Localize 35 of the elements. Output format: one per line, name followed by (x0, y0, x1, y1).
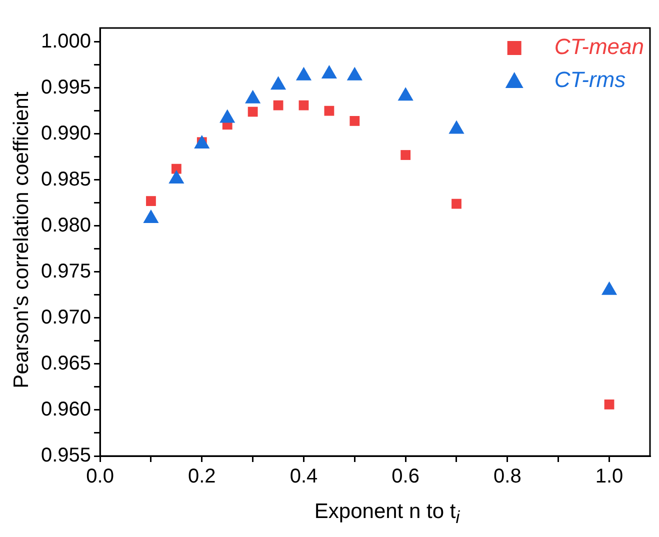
point (270, 76, 286, 90)
point (146, 196, 156, 206)
y-axis-title: Pearson's correlation coefficient (10, 92, 34, 388)
x-tick-label: 0.4 (290, 466, 318, 488)
x-tick-label: 0.6 (392, 466, 420, 488)
y-tick-label: 0.965 (40, 352, 92, 374)
point (296, 66, 312, 80)
x-axis-title: Exponent n to t$_{i}$ (313, 500, 461, 528)
x-tick-label: 0.2 (188, 466, 216, 488)
y-tick-label: 0.960 (40, 398, 92, 420)
legend-label: CT-mean (554, 34, 644, 60)
point (194, 134, 210, 148)
point (220, 109, 236, 123)
x-tick-label: 0.0 (86, 466, 114, 488)
legend-label: CT-rms (554, 67, 626, 92)
point (168, 170, 184, 184)
point (398, 87, 414, 101)
y-tick-label: 1.000 (40, 30, 92, 52)
y-tick-label: 0.970 (40, 306, 92, 328)
y-tick-label: 0.985 (40, 168, 92, 190)
point (245, 90, 261, 104)
point (171, 164, 182, 174)
y-tick-label: 0.980 (40, 214, 92, 236)
y-tick-label: 0.995 (40, 76, 92, 98)
point (604, 400, 614, 410)
y-tick-label: 0.990 (40, 122, 92, 144)
point (448, 120, 464, 134)
x-tick-label: 0.8 (494, 466, 522, 488)
point (346, 66, 362, 80)
y-tick-label: 0.975 (40, 260, 92, 282)
point (143, 210, 159, 224)
point (452, 198, 462, 209)
y-tick-label: 0.955 (40, 444, 92, 467)
point (321, 65, 337, 79)
x-tick-label: 1.0 (595, 466, 624, 488)
